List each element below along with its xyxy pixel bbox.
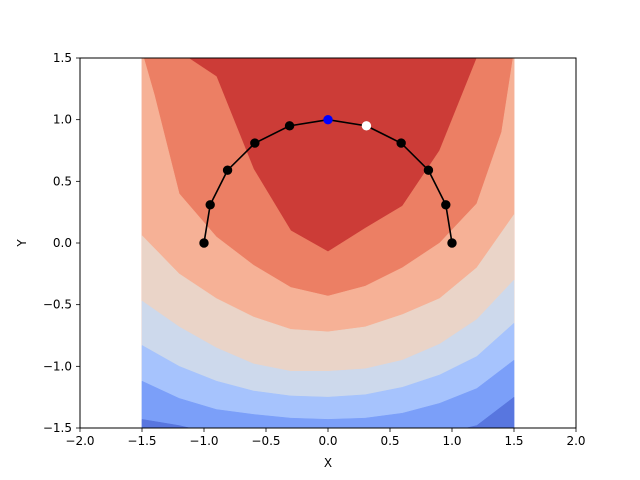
path-point-6 bbox=[361, 121, 372, 131]
path-point-2 bbox=[222, 165, 233, 175]
x-tick-label: −0.5 bbox=[251, 434, 280, 448]
contour-band-7 bbox=[141, 396, 515, 428]
y-tick-label: −1.0 bbox=[43, 359, 72, 373]
x-tick-label: 1.5 bbox=[504, 434, 523, 448]
contour-band-5 bbox=[141, 322, 515, 428]
y-tick-label: −1.5 bbox=[43, 421, 72, 435]
x-tick-label: −1.5 bbox=[127, 434, 156, 448]
path-point-7 bbox=[396, 138, 406, 148]
x-tick-label: 0.0 bbox=[318, 434, 337, 448]
y-tick-label: 1.0 bbox=[53, 113, 72, 127]
path-point-4 bbox=[284, 121, 295, 131]
path-point-10 bbox=[447, 238, 457, 248]
path-point-8 bbox=[423, 165, 434, 175]
x-tick-label: −2.0 bbox=[65, 434, 94, 448]
path-point-1 bbox=[205, 200, 215, 210]
path-series bbox=[199, 114, 457, 248]
x-tick-label: 0.5 bbox=[380, 434, 399, 448]
y-tick-label: −0.5 bbox=[43, 298, 72, 312]
y-axis-ticks: −1.5 −1.0 −0.5 0.0 0.5 1.0 1.5 bbox=[43, 51, 80, 435]
path-point-0 bbox=[199, 238, 209, 248]
x-axis-ticks: −2.0 −1.5 −1.0 −0.5 0.0 0.5 1.0 1.5 2.0 bbox=[65, 428, 586, 448]
y-tick-label: 0.5 bbox=[53, 174, 72, 188]
y-axis-label: Y bbox=[15, 239, 29, 248]
x-tick-label: 2.0 bbox=[566, 434, 585, 448]
x-tick-label: −1.0 bbox=[189, 434, 218, 448]
path-point-5 bbox=[323, 114, 333, 125]
contour-band-6 bbox=[141, 359, 515, 428]
y-tick-label: 1.5 bbox=[53, 51, 72, 65]
path-point-9 bbox=[441, 200, 451, 210]
x-tick-label: 1.0 bbox=[442, 434, 461, 448]
contour-fill bbox=[141, 58, 515, 428]
y-tick-label: 0.0 bbox=[53, 236, 72, 250]
path-point-3 bbox=[250, 138, 260, 148]
x-axis-label: X bbox=[324, 456, 332, 470]
